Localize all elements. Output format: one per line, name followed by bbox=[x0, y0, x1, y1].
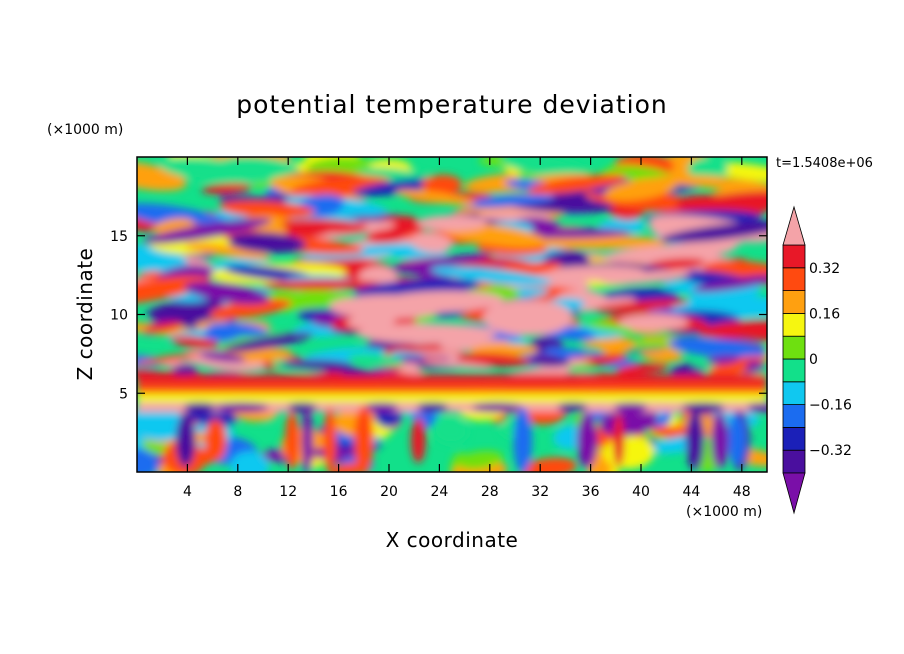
y-tick-label: 15 bbox=[110, 229, 128, 245]
y-tick-label: 5 bbox=[119, 386, 128, 402]
x-tick-label: 20 bbox=[380, 484, 398, 500]
x-axis-title: X coordinate bbox=[386, 528, 519, 552]
colorbar-min-arrow bbox=[782, 472, 806, 515]
colorbar-tick-label: −0.16 bbox=[809, 398, 852, 414]
colorbar-bin bbox=[782, 404, 806, 428]
colorbar-bin bbox=[782, 449, 806, 474]
x-tick-label: 40 bbox=[632, 484, 650, 500]
chart-title: potential temperature deviation bbox=[236, 90, 667, 119]
colorbar-tick-label: −0.32 bbox=[809, 443, 852, 459]
colorbar-tick-label: 0.16 bbox=[809, 306, 840, 322]
colorbar-tick-label: 0 bbox=[809, 352, 818, 368]
y-axis-title: Z coordinate bbox=[73, 248, 97, 381]
colorbar-bin bbox=[782, 312, 806, 337]
x-tick-label: 44 bbox=[682, 484, 700, 500]
colorbar-bin bbox=[782, 244, 806, 269]
y-tick-label: 10 bbox=[110, 308, 128, 324]
x-tick-label: 12 bbox=[279, 484, 297, 500]
time-label: t=1.5408e+06 bbox=[776, 156, 873, 171]
colorbar-bin bbox=[782, 358, 806, 383]
x-axis: 4 8 12 16 20 24 28 32 36 40 44 48 bbox=[183, 157, 751, 500]
x-tick-label: 36 bbox=[582, 484, 600, 500]
colorbar-tick-label: 0.32 bbox=[809, 261, 840, 277]
colorbar-bin bbox=[782, 335, 806, 360]
colorbar: 0.32 0.16 0 −0.16 −0.32 bbox=[782, 205, 852, 515]
colorbar-max-arrow bbox=[782, 205, 806, 246]
colorbar-bin bbox=[782, 267, 806, 291]
x-tick-label: 32 bbox=[531, 484, 549, 500]
colorbar-bin bbox=[782, 290, 806, 314]
y-unit-label: (×1000 m) bbox=[47, 122, 123, 138]
colorbar-bin bbox=[782, 381, 806, 405]
x-tick-label: 16 bbox=[330, 484, 348, 500]
x-tick-label: 8 bbox=[233, 484, 242, 500]
x-tick-label: 4 bbox=[183, 484, 192, 500]
x-unit-label: (×1000 m) bbox=[686, 504, 762, 520]
x-tick-label: 48 bbox=[733, 484, 751, 500]
x-tick-label: 28 bbox=[481, 484, 499, 500]
y-axis: 5 10 15 bbox=[110, 229, 767, 402]
x-tick-label: 24 bbox=[430, 484, 448, 500]
colorbar-bin bbox=[782, 426, 806, 451]
heatmap-field bbox=[137, 157, 767, 472]
